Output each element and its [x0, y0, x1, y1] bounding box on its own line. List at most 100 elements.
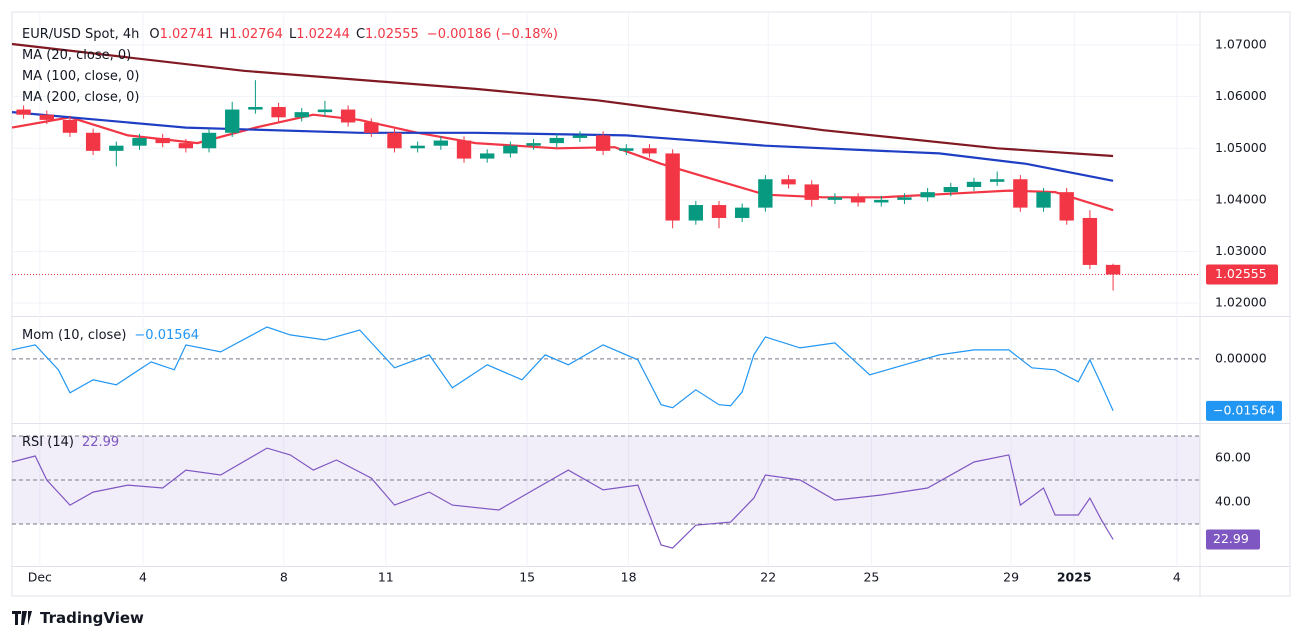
candle-body — [1036, 192, 1051, 208]
legend-entry: MA (100, close, 0) — [22, 69, 140, 84]
candle-body — [503, 145, 518, 154]
x-tick-label: 4 — [139, 570, 147, 585]
y-tick-label: 1.05000 — [1215, 140, 1267, 155]
candle-body — [549, 137, 564, 144]
candle-body — [781, 179, 796, 185]
y-tick-label: 1.06000 — [1215, 88, 1267, 103]
legend-row: MA (20, close, 0) — [22, 45, 562, 66]
candle-body — [39, 114, 54, 120]
logo — [12, 611, 32, 625]
candle-body — [410, 145, 425, 149]
x-tick-label: Dec — [28, 570, 52, 585]
x-tick-label: 2025 — [1057, 570, 1092, 585]
ma-line — [11, 111, 1114, 182]
candle-body — [178, 143, 194, 149]
candle-body — [897, 197, 912, 200]
legend-entry: MA (200, close, 0) — [22, 90, 140, 105]
footer-text: TradingView — [40, 609, 144, 627]
rsi-legend: RSI (14) 22.99 — [22, 435, 123, 450]
candle-body — [433, 140, 449, 146]
legend-row: MA (200, close, 0) — [22, 87, 562, 108]
ma-line — [11, 42, 1114, 158]
indicator-line — [11, 326, 1114, 412]
legend-row: MA (100, close, 0) — [22, 66, 562, 87]
candle-body — [758, 179, 773, 208]
pane-title: EUR/USD Spot, 4h — [22, 27, 140, 42]
candle-body — [619, 148, 634, 151]
ohlc-value: 1.02741 — [159, 27, 214, 42]
y-tick-label: 1.03000 — [1215, 243, 1267, 258]
candle-body — [294, 112, 309, 118]
pane-title: RSI (14) — [22, 435, 74, 450]
y-tick-label: 0.00000 — [1215, 350, 1267, 365]
legend-entry: MA (20, close, 0) — [22, 48, 132, 63]
candle-body — [248, 106, 263, 110]
candle-body — [850, 197, 866, 203]
candle-body — [271, 106, 286, 118]
mom-legend: Mom (10, close) −0.01564 — [22, 328, 203, 343]
indicator-line — [11, 447, 1114, 549]
last-price-label: 1.02555 — [1215, 266, 1267, 281]
ohlc-letter: O — [149, 27, 160, 42]
candle-body — [225, 109, 240, 133]
indicator-value: 22.99 — [81, 435, 120, 450]
candle-body — [989, 179, 1005, 182]
y-tick-label: 1.02000 — [1215, 295, 1267, 310]
candle-body — [364, 122, 379, 133]
candle-body — [155, 137, 170, 144]
x-tick-label: 11 — [378, 570, 394, 585]
ohlc-letter: H — [219, 27, 230, 42]
x-tick-label: 8 — [280, 570, 288, 585]
candle-body — [920, 192, 935, 198]
candle-body — [711, 205, 727, 218]
candle-body — [480, 153, 495, 159]
x-tick-label: 18 — [621, 570, 637, 585]
y-tick-label: 60.00 — [1215, 450, 1251, 465]
last-price-box — [1206, 264, 1278, 285]
candle-body — [572, 135, 588, 138]
candle-body — [1013, 179, 1028, 208]
x-tick-label: 22 — [760, 570, 776, 585]
x-tick-label: 15 — [519, 570, 535, 585]
last-value-box — [1206, 529, 1260, 550]
candle-body — [1059, 192, 1074, 221]
candle-body — [734, 207, 750, 218]
candle-body — [317, 109, 333, 113]
candle-body — [16, 109, 31, 115]
last-value-box — [1206, 400, 1282, 421]
candle-body — [827, 197, 843, 200]
ohlc-value: 1.02764 — [229, 27, 283, 42]
candle-body — [804, 184, 819, 200]
candle-body — [201, 132, 217, 149]
candle-body — [1105, 264, 1121, 275]
change: −0.00186 (−0.18%) — [426, 27, 558, 42]
candle-body — [642, 148, 657, 154]
y-tick-label: 40.00 — [1215, 494, 1251, 509]
candle-body — [340, 109, 356, 123]
ma-line — [11, 113, 1114, 212]
x-tick-label: 25 — [863, 570, 879, 585]
last-value-label: −0.01564 — [1213, 402, 1275, 417]
candle-body — [595, 135, 611, 151]
candle-body — [132, 137, 147, 146]
last-value-label: 22.99 — [1213, 531, 1249, 546]
price-legend: EUR/USD Spot, 4h O1.02741 H1.02764 L1.02244… — [22, 24, 562, 108]
y-tick-label: 1.04000 — [1215, 191, 1267, 206]
footer: TradingView — [12, 609, 144, 627]
y-tick-label: 1.07000 — [1215, 37, 1267, 52]
ohlc-letter: L — [288, 27, 297, 42]
candle-body — [109, 145, 124, 151]
x-tick-label: 4 — [1173, 570, 1181, 585]
ohlc-value: 1.02555 — [365, 27, 419, 42]
candle-body — [966, 181, 982, 187]
candle-body — [874, 199, 889, 203]
candle-body — [456, 140, 472, 159]
pane-title: Mom (10, close) — [22, 328, 127, 343]
x-tick-label: 29 — [1003, 570, 1019, 585]
candle-body — [62, 119, 78, 133]
candle-body — [665, 153, 680, 221]
ohlc-letter: C — [355, 27, 366, 42]
candle-body — [688, 205, 704, 221]
